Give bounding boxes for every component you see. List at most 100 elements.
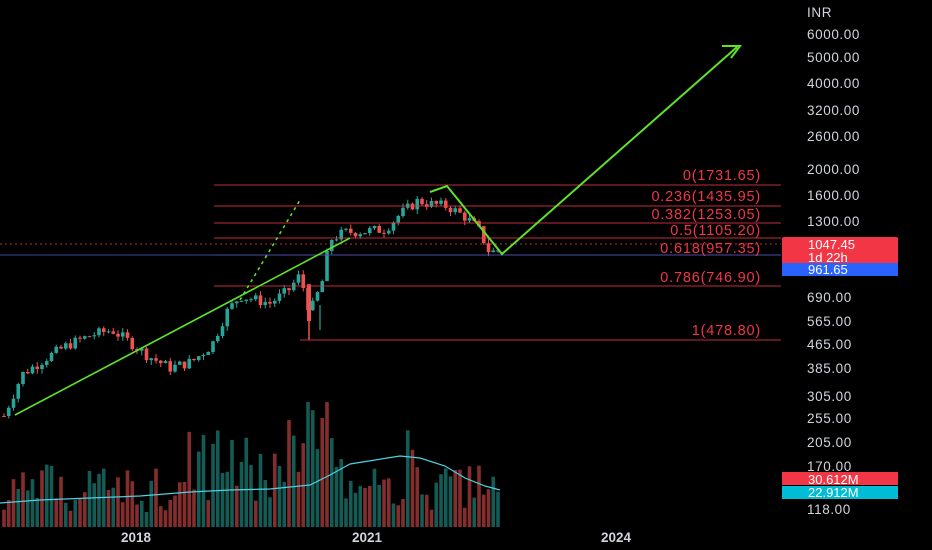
candle-body <box>11 398 16 408</box>
volume-bar <box>173 495 177 527</box>
candle-body <box>462 212 467 221</box>
volume-bar <box>149 480 154 527</box>
volume-bar <box>405 430 410 527</box>
price-tick: 690.00 <box>807 290 852 305</box>
candle-body <box>358 234 363 237</box>
volume-bar <box>6 499 11 527</box>
volume-bar <box>429 509 434 527</box>
price-tick: 465.00 <box>807 337 852 352</box>
volume-bar <box>220 472 225 527</box>
volume-bar <box>59 476 63 527</box>
volume-bar <box>97 473 101 527</box>
volume-badge <box>782 486 898 499</box>
countdown-timer: 1d 22h <box>808 250 848 265</box>
volume-bar <box>386 478 391 527</box>
candle-body <box>272 300 277 304</box>
volume-bar <box>244 437 249 527</box>
volume-bar <box>139 500 144 527</box>
price-tick: 5000.00 <box>807 50 860 65</box>
candle-body <box>44 361 49 365</box>
candle-body <box>101 328 106 333</box>
volume-bar <box>287 420 291 527</box>
volume-bar <box>491 476 496 527</box>
volume-bar <box>40 470 44 527</box>
marked-price-badge <box>782 263 898 276</box>
volume-bar <box>225 471 230 527</box>
candle-body <box>87 336 92 338</box>
volume-bar <box>486 489 491 527</box>
volume-bar <box>339 459 344 527</box>
candle-body <box>225 308 230 327</box>
candle-body <box>396 215 401 223</box>
volume-bar <box>334 466 339 527</box>
currency-label: INR <box>807 5 832 20</box>
projection-arrowhead <box>722 45 742 59</box>
candle-body <box>230 303 234 309</box>
volume-bar <box>116 477 120 527</box>
candle-body <box>187 358 192 369</box>
candle-body <box>196 356 201 361</box>
candle-body <box>481 226 486 244</box>
price-tick: 4000.00 <box>807 76 860 91</box>
candle-body <box>130 337 135 350</box>
price-tick: 385.00 <box>807 361 852 376</box>
candle-body <box>307 284 311 322</box>
volume-bar <box>462 507 467 527</box>
volume-bar <box>401 498 405 527</box>
volume-bar <box>25 490 30 527</box>
volume-bar <box>154 468 158 527</box>
volume-bar <box>291 435 296 527</box>
candle-body <box>263 302 268 306</box>
price-tick: 118.00 <box>807 502 851 517</box>
volume-bar <box>263 480 268 527</box>
candle-body <box>206 351 211 355</box>
volume-bar <box>21 472 25 527</box>
volume-bar <box>277 465 282 527</box>
volume-bar <box>73 500 78 527</box>
price-tick: 255.00 <box>807 411 852 426</box>
candle-body <box>348 228 353 233</box>
candle-body <box>2 415 6 417</box>
time-tick: 2018 <box>121 530 152 545</box>
volume-bar <box>329 438 334 527</box>
candle-body <box>372 226 377 229</box>
candle-body <box>73 337 78 349</box>
volume-bar <box>196 451 201 527</box>
volume-bar <box>439 474 443 527</box>
fib-label: 0.5(1105.20) <box>670 223 761 239</box>
candle-body <box>25 372 30 374</box>
candle-body <box>220 326 225 336</box>
candle-body <box>253 295 258 300</box>
volume-bar <box>111 487 116 527</box>
candle-body <box>63 343 68 349</box>
price-tick: 565.00 <box>807 314 852 329</box>
last-price-badge <box>782 237 898 265</box>
candle-body <box>410 203 415 210</box>
candle-body <box>429 201 434 207</box>
candle-body <box>116 333 120 337</box>
volume-bar <box>11 479 16 527</box>
volume-bar <box>49 465 54 527</box>
volume-bar <box>35 497 40 527</box>
candle-body <box>21 372 25 385</box>
candle-body <box>68 343 73 349</box>
volume-bar <box>382 479 386 527</box>
candle-body <box>486 243 491 253</box>
trendline <box>14 237 351 416</box>
price-tick: 2000.00 <box>807 162 860 177</box>
volume-bar <box>481 494 486 527</box>
candle-body <box>467 218 472 221</box>
candle-body <box>434 201 439 204</box>
candle-body <box>40 364 44 369</box>
candle-body <box>35 366 40 369</box>
volume-bar <box>87 470 92 527</box>
volume-bar <box>268 497 272 527</box>
candle-body <box>448 207 453 213</box>
candle-body <box>97 328 101 336</box>
volume-bar <box>78 498 82 527</box>
candle-body <box>477 221 481 227</box>
volume-bar <box>177 482 182 527</box>
volume-badge-value: 30.612M <box>808 472 859 487</box>
volume-bar <box>54 498 59 527</box>
